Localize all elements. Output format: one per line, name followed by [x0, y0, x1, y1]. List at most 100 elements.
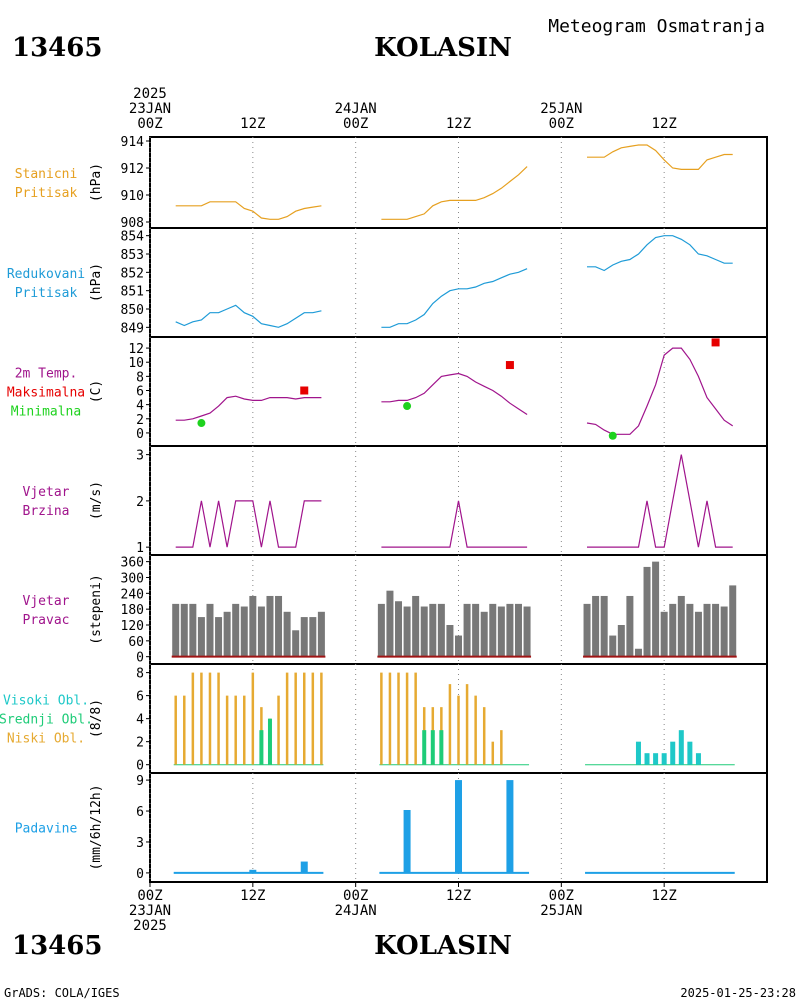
low-cloud-bar: [200, 672, 203, 765]
y-tick-label: 2: [136, 736, 144, 751]
panel-frame: [149, 336, 768, 447]
y-axis-label: (hPa): [89, 163, 104, 202]
y-tick-label: 60: [128, 635, 144, 650]
panel-precipitation: 0 3 6 9 (mm/6h/12h) Padavine: [15, 772, 768, 883]
mid-cloud-bar: [259, 730, 264, 765]
precip-bar: [506, 780, 514, 873]
panel-label: Vjetar: [23, 485, 70, 500]
precip-bar: [300, 861, 308, 873]
low-cloud-bar: [174, 695, 177, 765]
bottom-time-label: 23JAN: [129, 903, 171, 919]
wind-dir-bar: [669, 603, 677, 657]
bottom-time-label: 00Z: [549, 888, 574, 904]
wind-dir-bar: [463, 603, 471, 657]
y-tick-label: 10: [128, 356, 144, 371]
low-cloud-bar: [277, 695, 280, 765]
bottom-time-label: 2025: [133, 918, 167, 934]
low-cloud-bar: [380, 672, 383, 765]
wind-dir-bar: [480, 611, 488, 657]
y-tick-label: 300: [121, 571, 144, 586]
y-tick-label: 852: [121, 266, 144, 281]
wind-dir-bar: [694, 611, 702, 657]
y-axis-label: (stepeni): [89, 574, 104, 644]
panel-reduced_pressure: 849 850 851 852 853 854 (hPa) Redukovani Pritisa…: [7, 227, 768, 338]
wind-dir-bar: [420, 606, 428, 657]
y-tick-label: 912: [121, 162, 144, 177]
footer-timestamp: 2025-01-25-23:28: [680, 986, 796, 1000]
panel-label: Redukovani: [7, 267, 85, 282]
wind-dir-bar: [386, 590, 394, 657]
wind-dir-bar: [514, 603, 522, 657]
wind-dir-bar: [506, 603, 514, 657]
bottom-time-label: 12Z: [652, 888, 677, 904]
y-tick-label: 910: [121, 189, 144, 204]
panel-label: Pritisak: [15, 186, 78, 201]
panel-label: 2m Temp.: [15, 367, 78, 382]
wind-dir-bar: [626, 595, 634, 657]
wind-dir-bar: [206, 603, 214, 657]
low-cloud-bar: [285, 672, 289, 765]
y-tick-label: 1: [136, 541, 144, 556]
panel-label: Pritisak: [15, 286, 78, 301]
y-tick-label: 6: [136, 805, 144, 820]
top-time-label: 25JAN: [540, 101, 582, 117]
footer-credit: GrADS: COLA/IGES: [4, 986, 120, 1000]
y-tick-label: 8: [136, 370, 144, 385]
low-cloud-bar: [474, 695, 477, 765]
y-tick-label: 4: [136, 399, 144, 414]
low-cloud-bar: [388, 672, 392, 765]
panel-wind_speed: 1 2 3 (m/s) Vjetar Brzina: [23, 445, 768, 556]
wind-dir-bar: [240, 606, 248, 657]
high-cloud-bar: [653, 753, 659, 765]
precip-bar: [455, 780, 462, 873]
panel-label: Padavine: [15, 822, 78, 837]
wind-dir-bar: [729, 585, 737, 657]
bottom-time-label: 12Z: [240, 888, 265, 904]
wind-dir-bar: [232, 603, 240, 657]
station-name-bottom: KOLASIN: [374, 931, 512, 961]
wind-dir-bar: [609, 635, 617, 657]
low-cloud-bar: [465, 684, 469, 765]
chart-subtitle: Meteogram Osmatranja: [548, 16, 765, 37]
y-tick-label: 6: [136, 690, 144, 705]
low-cloud-bar: [208, 672, 212, 765]
bottom-time-label: 25JAN: [540, 903, 582, 919]
low-cloud-bar: [491, 741, 495, 765]
wind-dir-bar: [223, 611, 231, 657]
y-tick-label: 360: [121, 556, 144, 571]
wind-dir-bar: [403, 606, 411, 657]
panel-label: Stanicni: [15, 167, 78, 182]
wind-dir-bar: [215, 617, 223, 657]
top-time-label: 00Z: [343, 116, 368, 132]
panel-label: Niski Obl.: [7, 732, 85, 747]
top-time-label: 00Z: [549, 116, 574, 132]
y-tick-label: 908: [121, 216, 144, 231]
panel-label: Minimalna: [11, 405, 81, 420]
y-tick-label: 4: [136, 713, 144, 728]
panel-data: [175, 338, 734, 440]
precip-bar: [249, 869, 257, 873]
panel-data: [175, 235, 733, 328]
panel-data: [173, 672, 735, 766]
series-line: [175, 201, 322, 220]
y-tick-label: 6: [136, 385, 144, 400]
wind-dir-bar: [283, 611, 291, 657]
low-cloud-bar: [225, 695, 229, 765]
station-id-top: 13465: [12, 33, 102, 63]
y-tick-label: 2: [136, 413, 144, 428]
wind-dir-bar: [643, 566, 651, 657]
mid-cloud-bar: [422, 730, 427, 765]
wind-dir-bar: [455, 635, 462, 657]
y-tick-label: 9: [136, 774, 144, 789]
panels: 908910912914(hPa)StanicniPritisak8498508…: [0, 135, 768, 883]
high-cloud-bar: [687, 741, 693, 765]
top-time-label: 12Z: [652, 116, 677, 132]
series-line: [586, 347, 734, 435]
high-cloud-bar: [661, 753, 667, 765]
panel-label: Visoki Obl.: [3, 694, 89, 709]
panel-frame: [149, 227, 768, 338]
y-tick-label: 12: [128, 342, 144, 357]
y-tick-label: 120: [121, 619, 144, 634]
series-line: [587, 454, 733, 548]
